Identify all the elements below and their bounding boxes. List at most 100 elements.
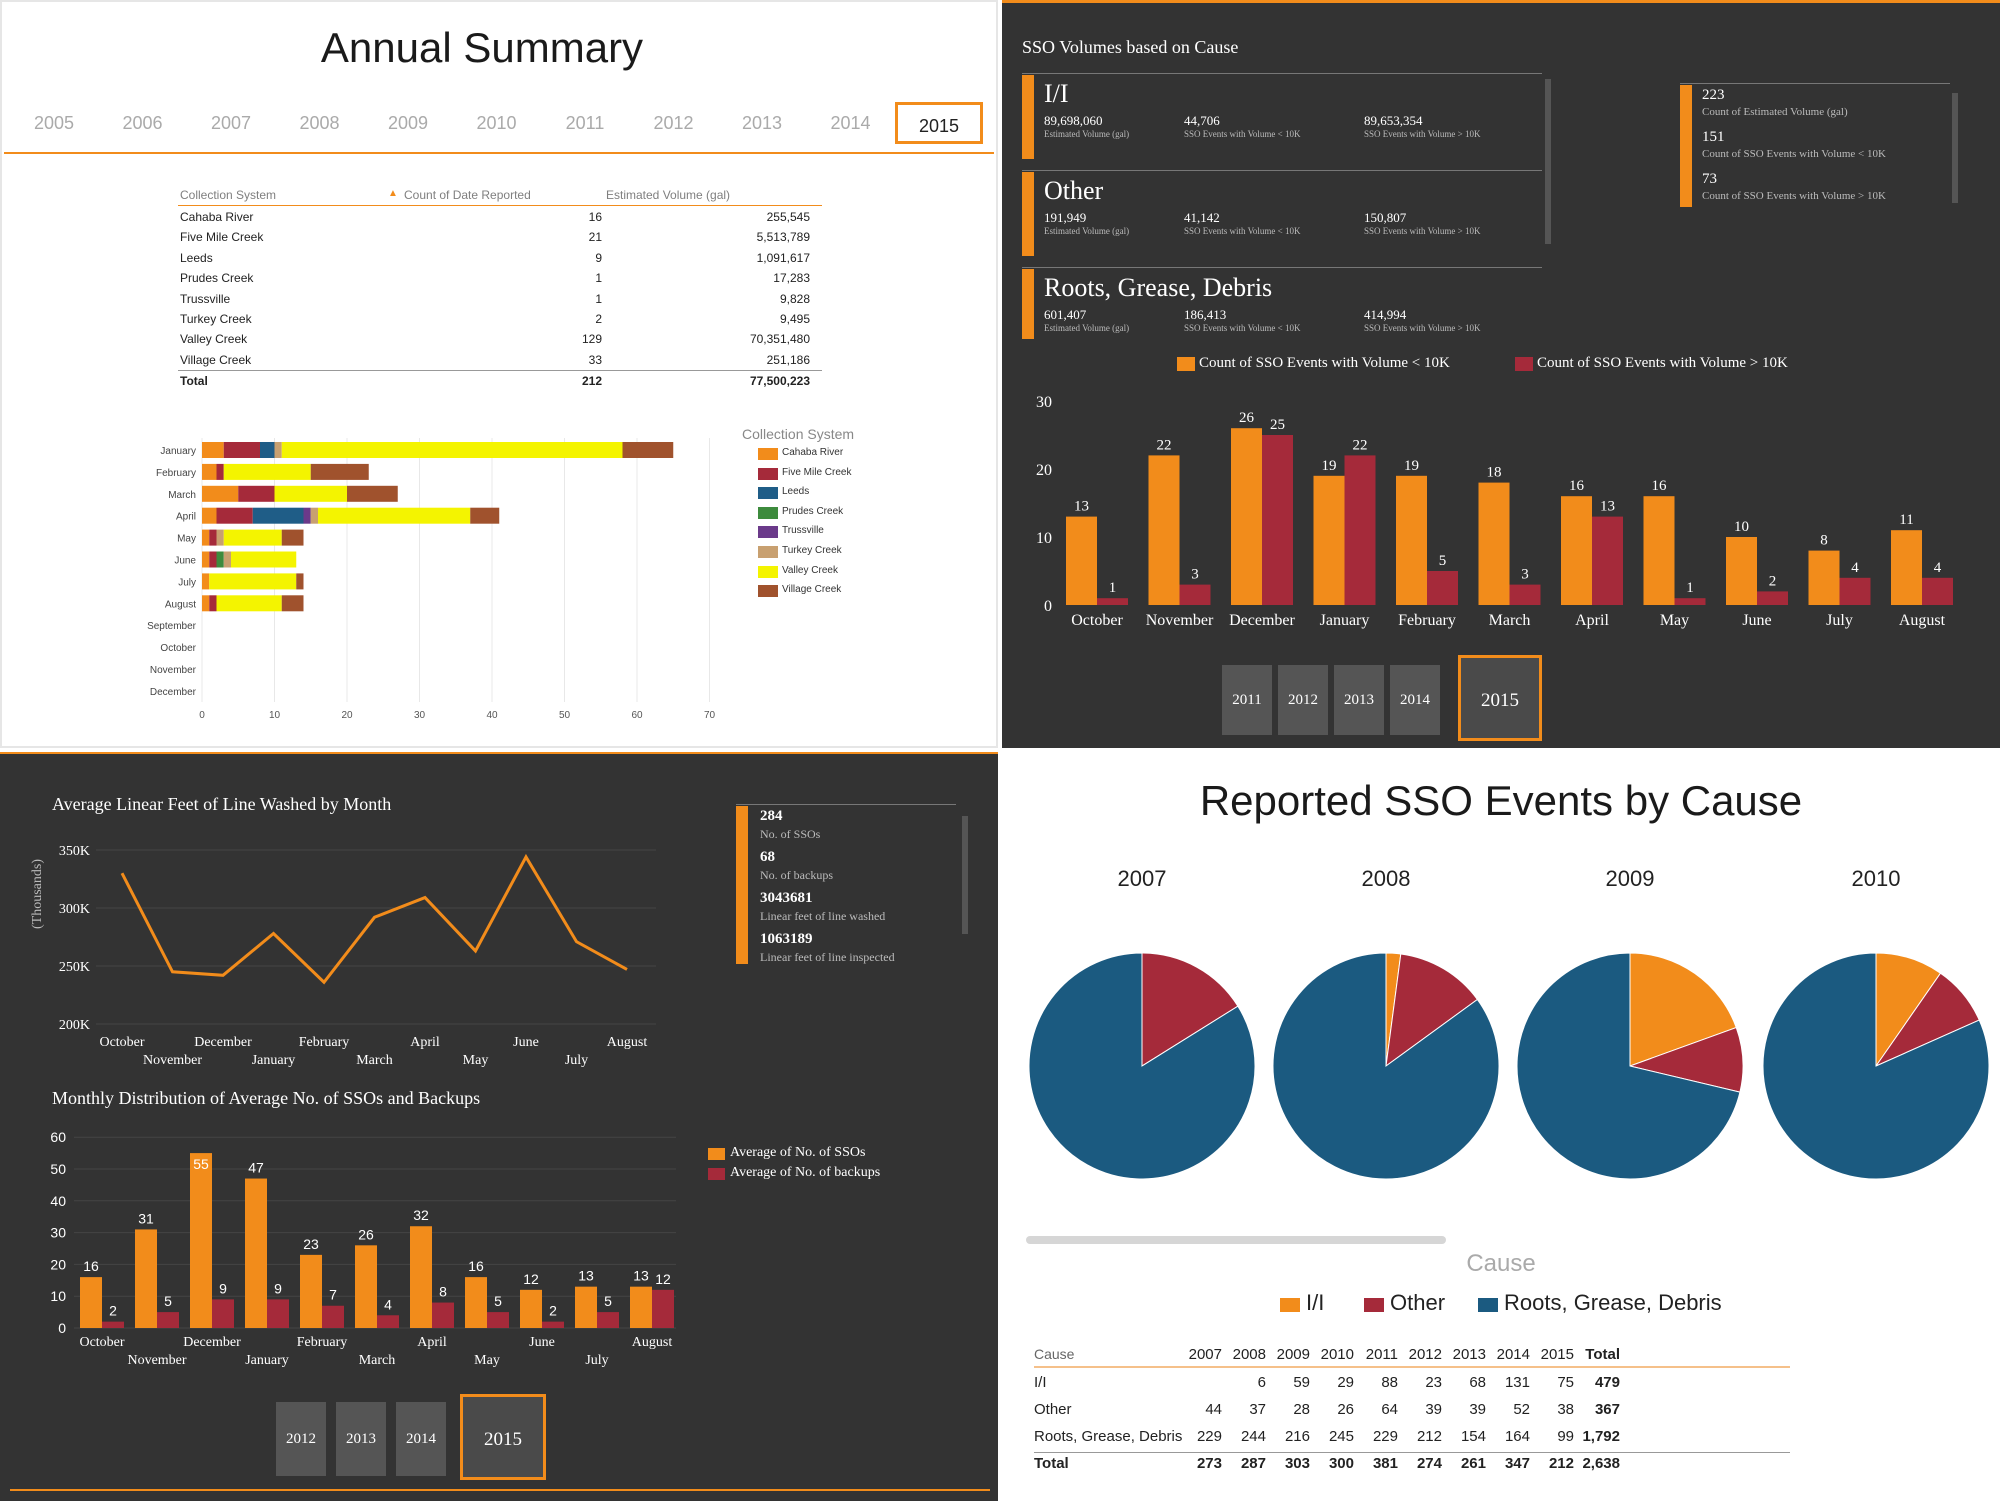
x-category-label: July	[565, 1053, 588, 1068]
table-cell: 6	[1257, 1374, 1266, 1391]
cards-scrollbar[interactable]	[1545, 79, 1551, 244]
bar-segment	[202, 573, 210, 590]
kpi-value: 284	[760, 808, 783, 824]
x-category-label: April	[1575, 612, 1609, 629]
card-value: 186,413	[1184, 307, 1227, 322]
year-tab-2013[interactable]: 2013	[1334, 665, 1384, 735]
stacked-bar-chart: 0 10 20 30 40 50 60 70 January February March April…	[147, 438, 715, 721]
bar	[1891, 530, 1922, 605]
year-tab-2015[interactable]: 2015	[460, 1394, 546, 1480]
bar	[1066, 516, 1097, 605]
bar	[1561, 496, 1592, 605]
table-cell: 37	[1249, 1401, 1266, 1418]
pie-year-label: 2009	[1605, 866, 1655, 891]
sort-ascending-icon[interactable]: ▲	[388, 188, 398, 199]
bar-data-label: 22	[1353, 437, 1368, 453]
table-cell-name: Leeds	[180, 250, 213, 265]
bar-segment	[470, 507, 500, 524]
x-category-label: June	[529, 1335, 555, 1350]
year-tab-2012[interactable]: 2012	[276, 1402, 326, 1476]
table-cell: 38	[1557, 1401, 1574, 1418]
kpi-scrollbar[interactable]	[1952, 93, 1958, 203]
year-tab-2012[interactable]: 2012	[1278, 665, 1328, 735]
year-tab-2010[interactable]: 2010	[476, 113, 517, 133]
column-header-count[interactable]: Count of Date Reported	[404, 188, 531, 202]
card-value-label: SSO Events with Volume > 10K	[1364, 226, 1481, 236]
y-category-label: October	[160, 643, 196, 654]
column-header-volume[interactable]: Estimated Volume (gal)	[606, 188, 731, 202]
year-tab-2006[interactable]: 2006	[122, 113, 163, 133]
table-cell: 68	[1469, 1374, 1486, 1391]
legend-swatch	[758, 506, 778, 519]
horizontal-scrollbar[interactable]	[1026, 1236, 1446, 1244]
pie-slice	[1762, 952, 1990, 1180]
table-header: 2010	[1320, 1346, 1354, 1363]
x-tick-label: 40	[486, 710, 498, 721]
kpi-value: 3043681	[760, 890, 813, 906]
bar-segment	[216, 529, 224, 546]
year-tab-2007[interactable]: 2007	[210, 113, 252, 133]
year-tab-2013[interactable]: 2013	[741, 113, 783, 133]
legend-swatch	[1364, 1298, 1384, 1312]
year-tab-2005[interactable]: 2005	[33, 113, 75, 133]
x-tick-label: 50	[559, 710, 571, 721]
pie-charts	[1028, 952, 1990, 1180]
table-cell: 26	[1337, 1401, 1354, 1418]
bar-segment	[310, 507, 318, 524]
bar	[1726, 537, 1757, 605]
year-tab-2011[interactable]: 2011	[1222, 665, 1272, 735]
year-tab-2013[interactable]: 2013	[336, 1402, 386, 1476]
y-tick-label: 200K	[59, 1018, 90, 1033]
column-header-collection-system[interactable]: Collection System	[180, 188, 277, 202]
bar-segment	[223, 442, 260, 458]
panel-title: SSO Volumes based on Cause	[1022, 37, 1239, 57]
bar	[1231, 428, 1262, 605]
year-tab-2014[interactable]: 2014	[396, 1402, 446, 1476]
table-header-divider	[178, 205, 822, 206]
year-tab-2015[interactable]: 2015	[895, 102, 983, 144]
table-cell: 52	[1513, 1401, 1530, 1418]
pie-slice	[1385, 953, 1479, 1068]
bar-data-label: 1	[1686, 580, 1694, 596]
legend-title: Collection System	[742, 426, 855, 442]
x-tick-label: 20	[341, 710, 353, 721]
table-cell: 367	[1594, 1401, 1620, 1418]
year-tab-2008[interactable]: 2008	[299, 113, 340, 133]
bar-segment	[216, 595, 282, 612]
year-tab-2014[interactable]: 2014	[830, 113, 871, 133]
bar-segment	[347, 485, 398, 502]
table-cell-name: Turkey Creek	[180, 312, 252, 326]
kpi-value: 223	[1702, 87, 1725, 103]
bar-segment	[318, 507, 471, 524]
legend-swatch	[758, 526, 778, 539]
bar-segment	[281, 595, 304, 612]
kpi-label: Count of Estimated Volume (gal)	[1702, 106, 1848, 118]
table-cell: 381	[1372, 1455, 1398, 1472]
table-cell-count: 129	[581, 332, 602, 347]
table-header: 2015	[1540, 1346, 1574, 1363]
bar	[630, 1286, 652, 1328]
year-tab-2011[interactable]: 2011	[565, 113, 605, 133]
bar-data-label: 23	[303, 1236, 319, 1252]
bar-data-label: 5	[604, 1293, 612, 1309]
bar	[542, 1321, 564, 1328]
year-tab-2012[interactable]: 2012	[653, 113, 694, 133]
table-header: Cause	[1034, 1346, 1075, 1362]
table-header: 2007	[1188, 1346, 1222, 1363]
table-cell: 23	[1425, 1374, 1442, 1391]
year-tab-2015[interactable]: 2015	[1458, 655, 1542, 741]
y-tick-label: 0	[58, 1320, 66, 1336]
y-tick-label: 10	[50, 1288, 66, 1304]
y-category-label: November	[150, 665, 197, 676]
year-tab-2014[interactable]: 2014	[1390, 665, 1440, 735]
kpi-scrollbar[interactable]	[962, 816, 968, 934]
card-title[interactable]: I/I	[1044, 79, 1069, 108]
card-value-label: SSO Events with Volume < 10K	[1184, 323, 1301, 333]
year-tab-2009[interactable]: 2009	[387, 113, 429, 133]
card-title[interactable]: Other	[1044, 176, 1104, 205]
table-cell: 216	[1284, 1428, 1310, 1445]
card-title[interactable]: Roots, Grease, Debris	[1044, 273, 1273, 302]
table-cell-name: Valley Creek	[180, 332, 248, 347]
card-value: 41,142	[1184, 210, 1220, 225]
